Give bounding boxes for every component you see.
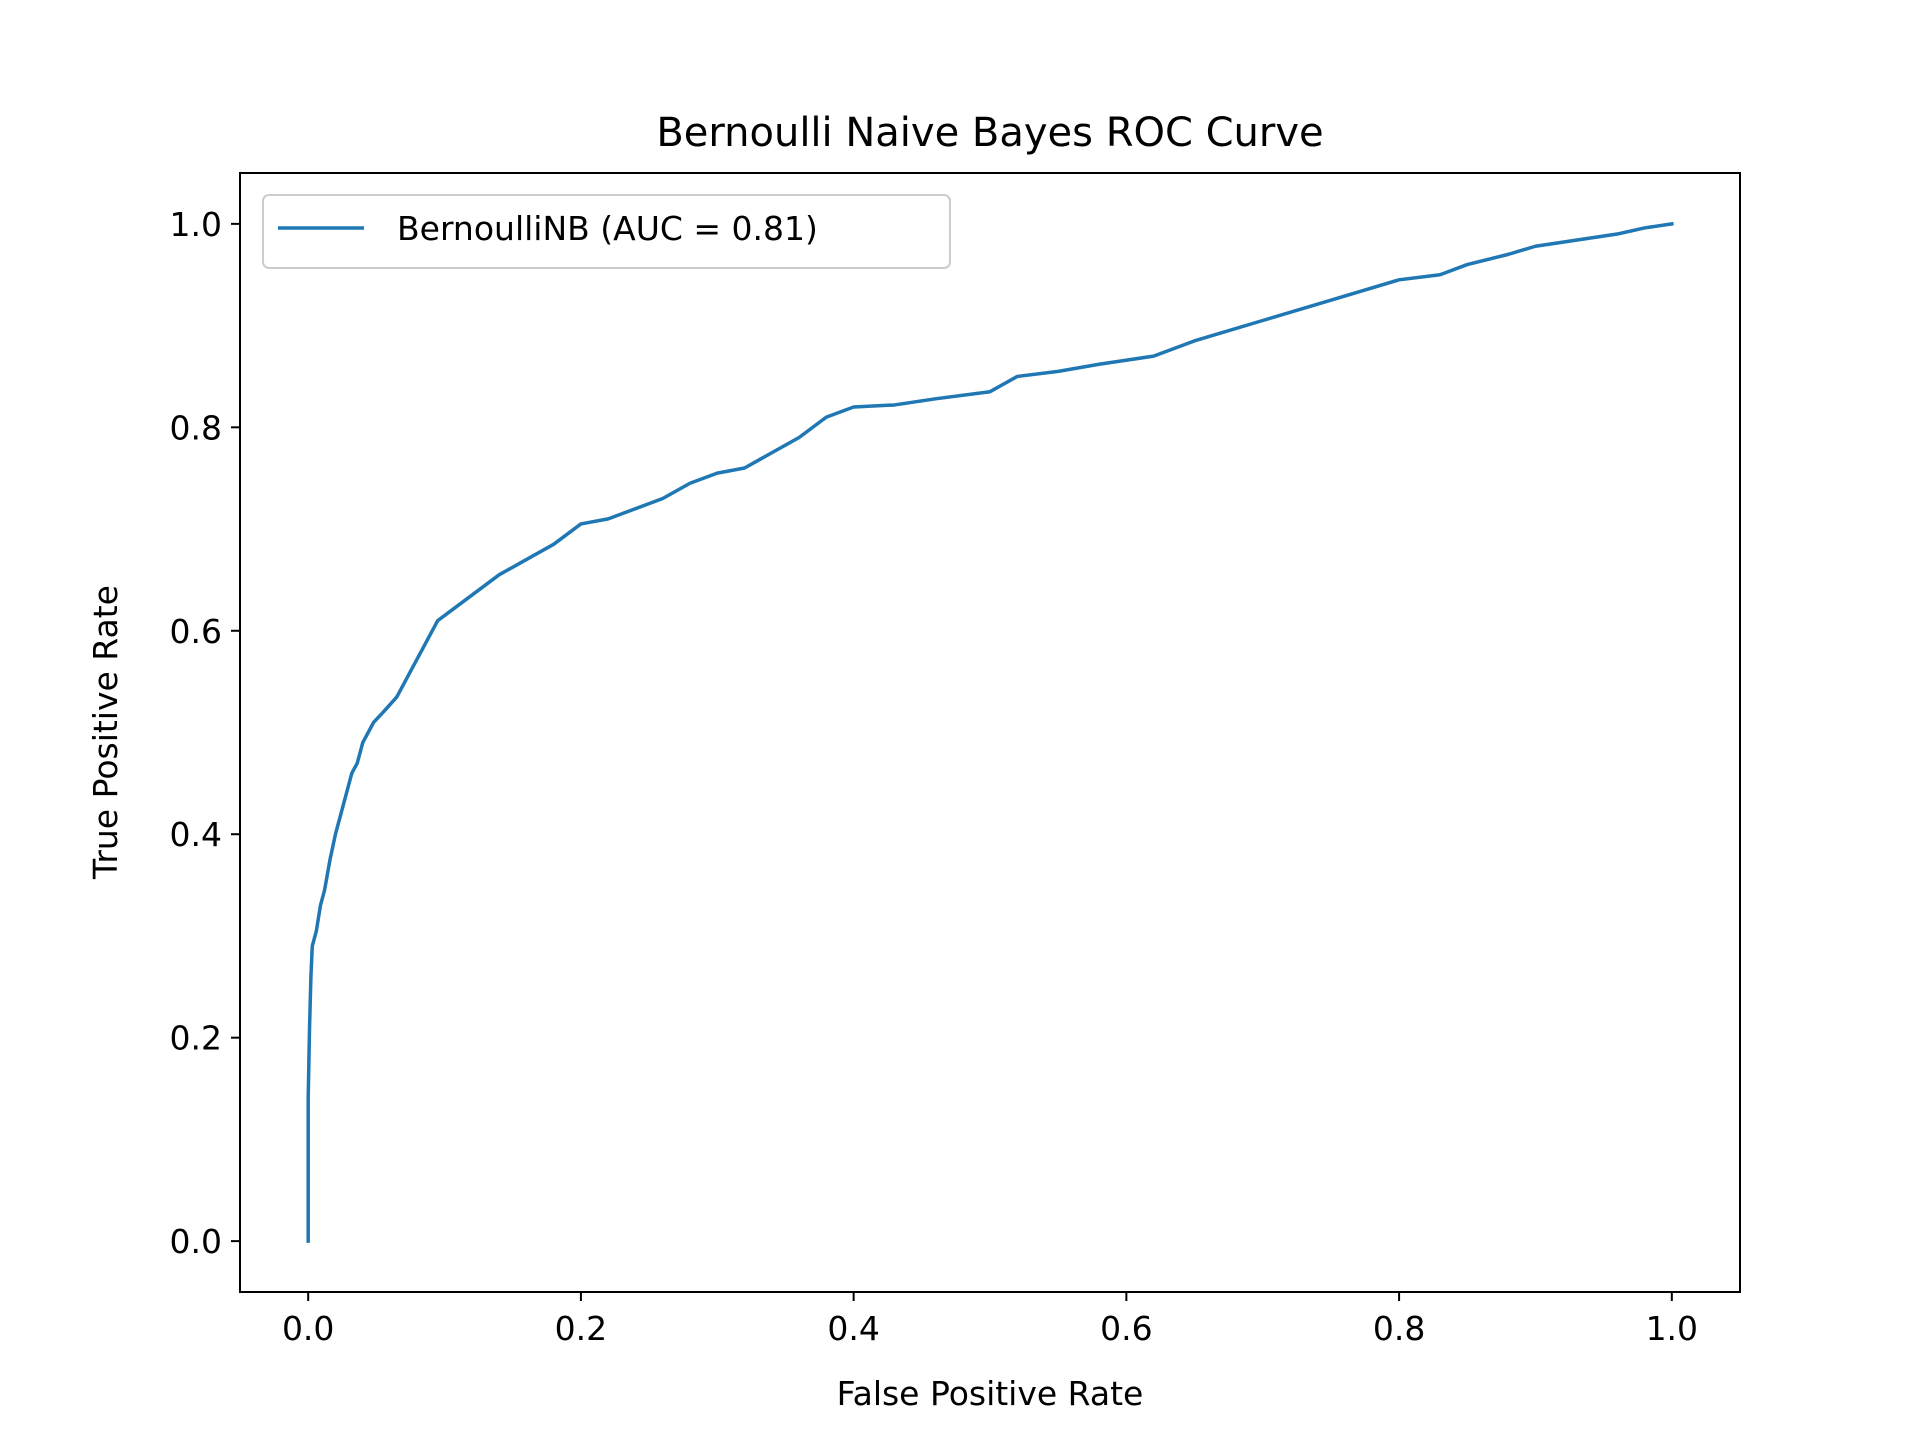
axes-frame (239, 172, 1741, 1293)
legend-label-bernoullinb: BernoulliNB (AUC = 0.81) (397, 209, 818, 248)
x-axis-ticks: 0.0 0.2 0.4 0.6 0.8 1.0 (282, 1292, 1698, 1348)
y-tick-label: 0.4 (170, 815, 222, 854)
plot-area (239, 172, 1741, 1293)
x-tick-label: 0.6 (1100, 1309, 1152, 1348)
chart-title: Bernoulli Naive Bayes ROC Curve (656, 110, 1323, 156)
y-tick-label: 0.8 (170, 408, 222, 447)
y-axis-ticks: 0.0 0.2 0.4 0.6 0.8 1.0 (170, 205, 240, 1261)
y-tick-label: 0.2 (170, 1019, 222, 1058)
x-axis-label: False Positive Rate (837, 1374, 1144, 1413)
y-tick-label: 0.6 (170, 612, 222, 651)
x-tick-label: 0.2 (555, 1309, 607, 1348)
legend: BernoulliNB (AUC = 0.81) (262, 194, 951, 269)
y-tick-label: 1.0 (170, 205, 222, 244)
roc-curve-line (306, 221, 1674, 1243)
y-axis-label: True Positive Rate (86, 585, 125, 880)
y-tick-label: 0.0 (170, 1222, 222, 1261)
x-tick-label: 0.8 (1373, 1309, 1425, 1348)
x-tick-label: 1.0 (1646, 1309, 1698, 1348)
x-tick-label: 0.0 (282, 1309, 334, 1348)
legend-box (262, 194, 951, 269)
x-tick-label: 0.4 (827, 1309, 879, 1348)
